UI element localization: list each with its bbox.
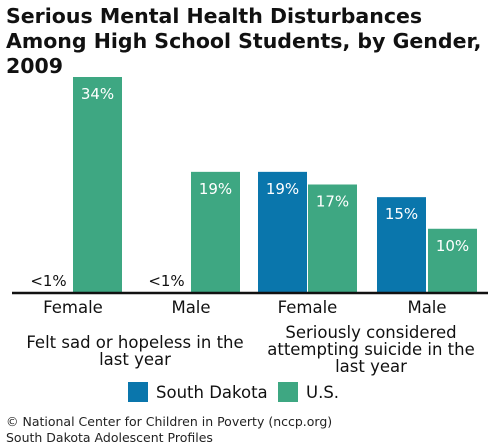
data-label-south-dakota-2: 19% <box>266 180 299 198</box>
chart-title: Serious Mental Health Disturbances Among… <box>6 4 482 78</box>
group-label-sad: Felt sad or hopeless in the last year <box>26 333 244 369</box>
category-label-0: Female <box>43 298 103 317</box>
data-label-us-2: 17% <box>316 193 349 211</box>
data-label-us-3: 10% <box>436 237 469 255</box>
data-label-us-0: 34% <box>81 85 114 103</box>
data-label-south-dakota-1: <1% <box>148 272 184 290</box>
category-label-2: Female <box>278 298 338 317</box>
bar-us-0 <box>73 77 122 292</box>
bar-us-1 <box>191 171 240 292</box>
legend-us: U.S. <box>278 382 339 402</box>
footer-source: South Dakota Adolescent Profiles <box>6 430 213 445</box>
category-label-1: Male <box>171 298 210 317</box>
data-label-us-1: 19% <box>199 180 232 198</box>
data-label-south-dakota-3: 15% <box>385 205 418 223</box>
footer-credit: © National Center for Children in Povert… <box>6 414 333 429</box>
group-label-suicide: Seriously considered attempting suicide … <box>267 323 475 376</box>
bar-south-dakota-3 <box>377 197 426 292</box>
legend-swatch-south-dakota <box>128 382 148 402</box>
bar-south-dakota-2 <box>258 171 307 292</box>
bar-us-2 <box>308 184 357 292</box>
legend-south-dakota: South Dakota <box>128 382 268 402</box>
legend-swatch-us <box>278 382 298 402</box>
data-label-south-dakota-0: <1% <box>30 272 66 290</box>
category-label-3: Male <box>407 298 446 317</box>
legend-label-south-dakota: South Dakota <box>156 382 268 402</box>
bar-us-3 <box>428 228 477 292</box>
legend-label-us: U.S. <box>306 382 340 402</box>
